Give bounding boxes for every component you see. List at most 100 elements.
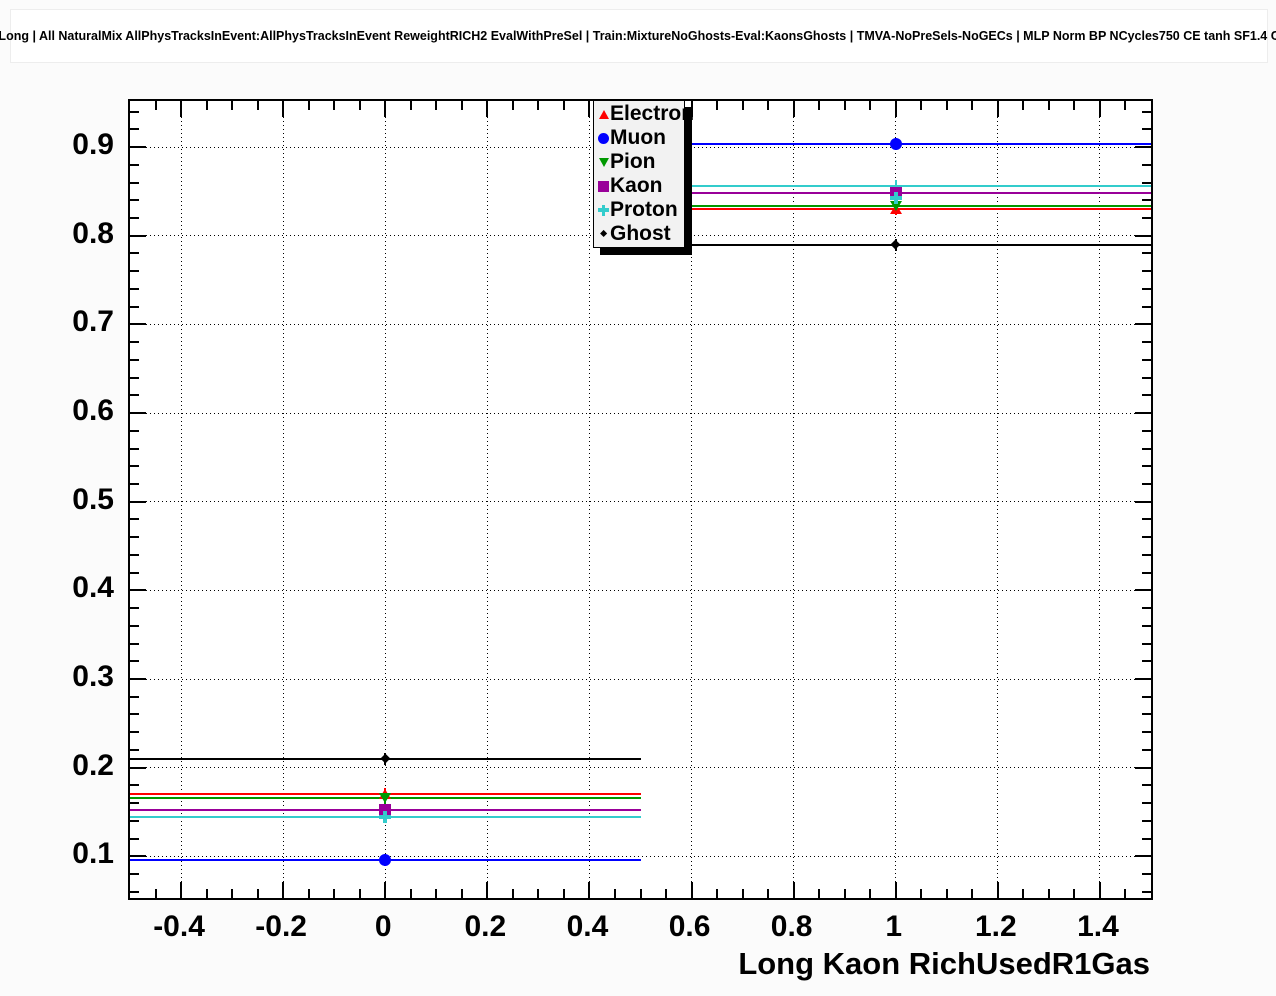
gridline-vertical — [588, 101, 590, 898]
x-axis-tick — [256, 889, 259, 898]
y-axis-tick-mirror — [1142, 731, 1151, 734]
x-axis-tick-mirror — [511, 101, 514, 110]
x-tick-label: 0.4 — [566, 910, 609, 943]
y-axis-tick — [130, 234, 146, 237]
y-axis-tick — [130, 536, 139, 539]
y-axis-tick — [130, 695, 139, 698]
y-tick-label: 0.3 — [72, 660, 114, 694]
square-glyph — [598, 180, 609, 192]
y-axis-tick — [130, 589, 146, 592]
y-axis-tick-mirror — [1142, 536, 1151, 539]
x-axis-tick — [1073, 889, 1076, 898]
y-axis-tick-mirror — [1142, 819, 1151, 822]
x-axis-tick-mirror — [588, 101, 591, 117]
gridline-horizontal — [130, 323, 1151, 325]
x-axis-tick-mirror — [205, 101, 208, 110]
y-tick-label: 0.5 — [72, 482, 114, 516]
x-axis-tick-mirror — [818, 101, 821, 110]
x-axis-tick — [562, 889, 565, 898]
y-axis-tick-mirror — [1142, 802, 1151, 805]
y-axis-tick-mirror — [1142, 287, 1151, 290]
x-axis-tick-mirror — [971, 101, 974, 110]
cross-bar-v — [893, 192, 898, 205]
y-axis-tick-mirror — [1135, 323, 1151, 326]
gridline-vertical — [997, 101, 999, 898]
x-tick-label: -0.2 — [255, 910, 307, 943]
x-axis-tick — [205, 889, 208, 898]
gridline-horizontal — [130, 767, 1151, 769]
x-tick-label: 0.6 — [668, 910, 711, 943]
y-axis-tick-mirror — [1142, 217, 1151, 220]
legend-label: Kaon — [610, 174, 663, 197]
gridline-horizontal — [130, 855, 1151, 857]
y-tick-label: 0.8 — [72, 216, 114, 250]
y-axis-tick-mirror — [1142, 358, 1151, 361]
x-axis-title: Long Kaon RichUsedR1Gas — [738, 946, 1150, 981]
x-axis-tick — [665, 889, 668, 898]
y-axis-tick-mirror — [1142, 482, 1151, 485]
y-axis-tick-mirror — [1135, 500, 1151, 503]
x-axis-tick-mirror — [1124, 101, 1127, 110]
marker-ghost — [380, 753, 390, 764]
legend-item-kaon: Kaon — [594, 174, 684, 198]
x-axis-tick — [767, 889, 770, 898]
gridline-horizontal — [130, 589, 1151, 591]
x-axis-tick — [1098, 882, 1101, 898]
x-axis-tick — [1047, 889, 1050, 898]
y-axis-tick — [130, 766, 146, 769]
y-axis-tick-mirror — [1142, 607, 1151, 610]
y-axis-tick-mirror — [1142, 660, 1151, 663]
x-axis-tick — [894, 882, 897, 898]
y-axis-tick — [130, 553, 139, 556]
y-axis-tick — [130, 748, 139, 751]
y-tick-label: 0.9 — [72, 128, 114, 162]
x-axis-tick-mirror — [486, 101, 489, 117]
x-axis-tick-mirror — [384, 101, 387, 117]
y-axis-tick-mirror — [1142, 394, 1151, 397]
y-axis-tick-mirror — [1142, 252, 1151, 255]
marker-pion — [379, 792, 392, 803]
x-tick-label: -0.4 — [153, 910, 205, 943]
y-axis-tick — [130, 500, 146, 503]
x-axis-tick — [843, 889, 846, 898]
y-axis-tick-mirror — [1142, 748, 1151, 751]
x-axis-tick — [154, 889, 157, 898]
y-axis-tick — [130, 660, 139, 663]
marker-pion — [889, 200, 902, 211]
y-tick-label: 0.4 — [72, 571, 114, 605]
circle-glyph — [598, 132, 609, 144]
x-axis-tick-mirror — [358, 101, 361, 110]
y-axis-tick — [130, 146, 146, 149]
legend: Electron Muon Pion Kaon Proton Ghost — [593, 100, 694, 248]
x-axis-tick-mirror — [716, 101, 719, 110]
y-axis-tick-mirror — [1142, 429, 1151, 432]
y-axis-tick-mirror — [1142, 624, 1151, 627]
y-axis-tick — [130, 678, 146, 681]
y-axis-tick-mirror — [1135, 234, 1151, 237]
legend-item-pion: Pion — [594, 150, 684, 174]
y-axis-tick — [130, 465, 139, 468]
x-axis-tick — [639, 889, 642, 898]
x-axis-tick — [282, 882, 285, 898]
x-axis-tick — [537, 889, 540, 898]
x-axis-tick-mirror — [767, 101, 770, 110]
gridline-vertical — [486, 101, 488, 898]
y-axis-tick-mirror — [1142, 199, 1151, 202]
y-axis-tick-mirror — [1142, 890, 1151, 893]
y-axis-tick-mirror — [1142, 553, 1151, 556]
x-axis-tick — [511, 889, 514, 898]
x-axis-tick-mirror — [996, 101, 999, 117]
x-axis-tick-mirror — [1098, 101, 1101, 117]
y-axis-tick — [130, 784, 139, 787]
x-axis-tick-mirror — [256, 101, 259, 110]
x-axis-tick — [486, 882, 489, 898]
y-axis-tick-mirror — [1142, 270, 1151, 273]
gridline-vertical — [1099, 101, 1101, 898]
x-tick-label: 0 — [374, 910, 392, 943]
x-axis-tick-mirror — [409, 101, 412, 110]
y-axis-tick-mirror — [1142, 341, 1151, 344]
x-axis-tick-mirror — [307, 101, 310, 110]
gridline-vertical — [384, 101, 386, 898]
y-axis-tick — [130, 713, 139, 716]
